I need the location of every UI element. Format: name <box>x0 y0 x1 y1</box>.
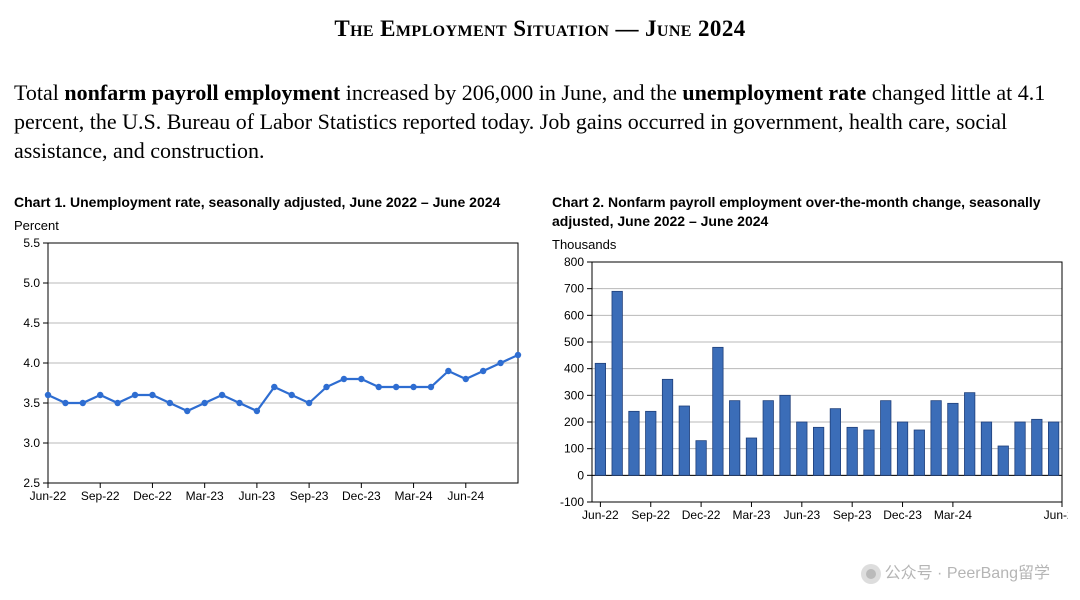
svg-text:2.5: 2.5 <box>23 476 40 490</box>
svg-text:700: 700 <box>564 282 584 296</box>
svg-text:4.5: 4.5 <box>23 316 40 330</box>
summary-text-1: Total <box>14 80 64 105</box>
svg-text:Sep-22: Sep-22 <box>81 489 120 503</box>
svg-text:Dec-23: Dec-23 <box>342 489 381 503</box>
watermark: 公众号 · PeerBang留学 <box>861 559 1050 584</box>
page-title: The Employment Situation — June 2024 <box>14 16 1066 42</box>
svg-text:300: 300 <box>564 388 584 402</box>
chart1-unit: Percent <box>14 218 524 233</box>
watermark-text: 公众号 · PeerBang留学 <box>885 565 1050 582</box>
svg-text:5.5: 5.5 <box>23 237 40 250</box>
chart2-title: Chart 2. Nonfarm payroll employment over… <box>552 193 1068 231</box>
svg-text:Jun-23: Jun-23 <box>239 489 276 503</box>
svg-text:Mar-23: Mar-23 <box>732 508 770 522</box>
svg-text:4.0: 4.0 <box>23 356 40 370</box>
svg-text:Jun-22: Jun-22 <box>582 508 619 522</box>
chart2-unit: Thousands <box>552 237 1068 252</box>
svg-text:0: 0 <box>577 468 584 482</box>
svg-text:Sep-22: Sep-22 <box>631 508 670 522</box>
svg-text:Mar-24: Mar-24 <box>395 489 433 503</box>
svg-text:200: 200 <box>564 415 584 429</box>
svg-text:5.0: 5.0 <box>23 276 40 290</box>
svg-text:3.5: 3.5 <box>23 396 40 410</box>
chart1-svg: 2.5 3.0 3.5 4.0 4.5 5.0 5.5 Jun-22 Sep-22 Dec-22 M… <box>14 237 524 503</box>
chart2-svg: -100 0 100 200 300 400 500 600 700 800 Jun-22 Sep-2… <box>552 256 1068 522</box>
wechat-icon <box>861 564 881 584</box>
summary-text-2: increased by 206,000 in June, and the <box>340 80 682 105</box>
charts-row: Chart 1. Unemployment rate, seasonally a… <box>14 193 1066 522</box>
svg-text:Dec-22: Dec-22 <box>133 489 172 503</box>
svg-text:Dec-23: Dec-23 <box>883 508 922 522</box>
svg-text:Jun-22: Jun-22 <box>30 489 67 503</box>
svg-text:-100: -100 <box>560 495 584 509</box>
chart1-block: Chart 1. Unemployment rate, seasonally a… <box>14 193 524 522</box>
svg-text:800: 800 <box>564 256 584 269</box>
summary-paragraph: Total nonfarm payroll employment increas… <box>14 78 1066 165</box>
chart1-title: Chart 1. Unemployment rate, seasonally a… <box>14 193 524 212</box>
svg-text:Sep-23: Sep-23 <box>290 489 329 503</box>
summary-bold-1: nonfarm payroll employment <box>64 80 340 105</box>
svg-text:Jun-23: Jun-23 <box>783 508 820 522</box>
svg-text:400: 400 <box>564 362 584 376</box>
summary-bold-2: unemployment rate <box>682 80 866 105</box>
svg-text:Mar-23: Mar-23 <box>186 489 224 503</box>
svg-text:500: 500 <box>564 335 584 349</box>
svg-text:Jun-24: Jun-24 <box>447 489 484 503</box>
svg-text:Sep-23: Sep-23 <box>833 508 872 522</box>
svg-text:Jun-24: Jun-24 <box>1044 508 1068 522</box>
svg-text:Dec-22: Dec-22 <box>682 508 721 522</box>
svg-text:Mar-24: Mar-24 <box>934 508 972 522</box>
svg-text:100: 100 <box>564 442 584 456</box>
svg-text:600: 600 <box>564 308 584 322</box>
chart2-block: Chart 2. Nonfarm payroll employment over… <box>552 193 1068 522</box>
svg-text:3.0: 3.0 <box>23 436 40 450</box>
